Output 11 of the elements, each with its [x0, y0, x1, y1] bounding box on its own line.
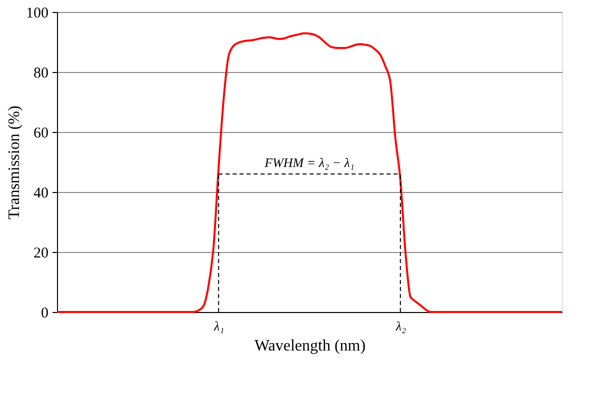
x-axis-title: Wavelength (nm) — [254, 338, 366, 354]
y-tick-label: 20 — [34, 246, 48, 262]
y-tick-label: 80 — [34, 66, 48, 82]
y-tick-label: 0 — [41, 306, 48, 322]
annotation: FWHM = λ₂ − λ₁ — [264, 155, 354, 170]
y-tick-label: 100 — [26, 6, 48, 22]
x-tick-label: λ₁ — [213, 318, 224, 334]
y-tick-label: 60 — [34, 126, 48, 142]
x-tick-label: λ₂ — [394, 318, 406, 334]
y-tick-label: 40 — [34, 186, 48, 202]
y-axis-title: Transmission (%) — [6, 106, 23, 220]
